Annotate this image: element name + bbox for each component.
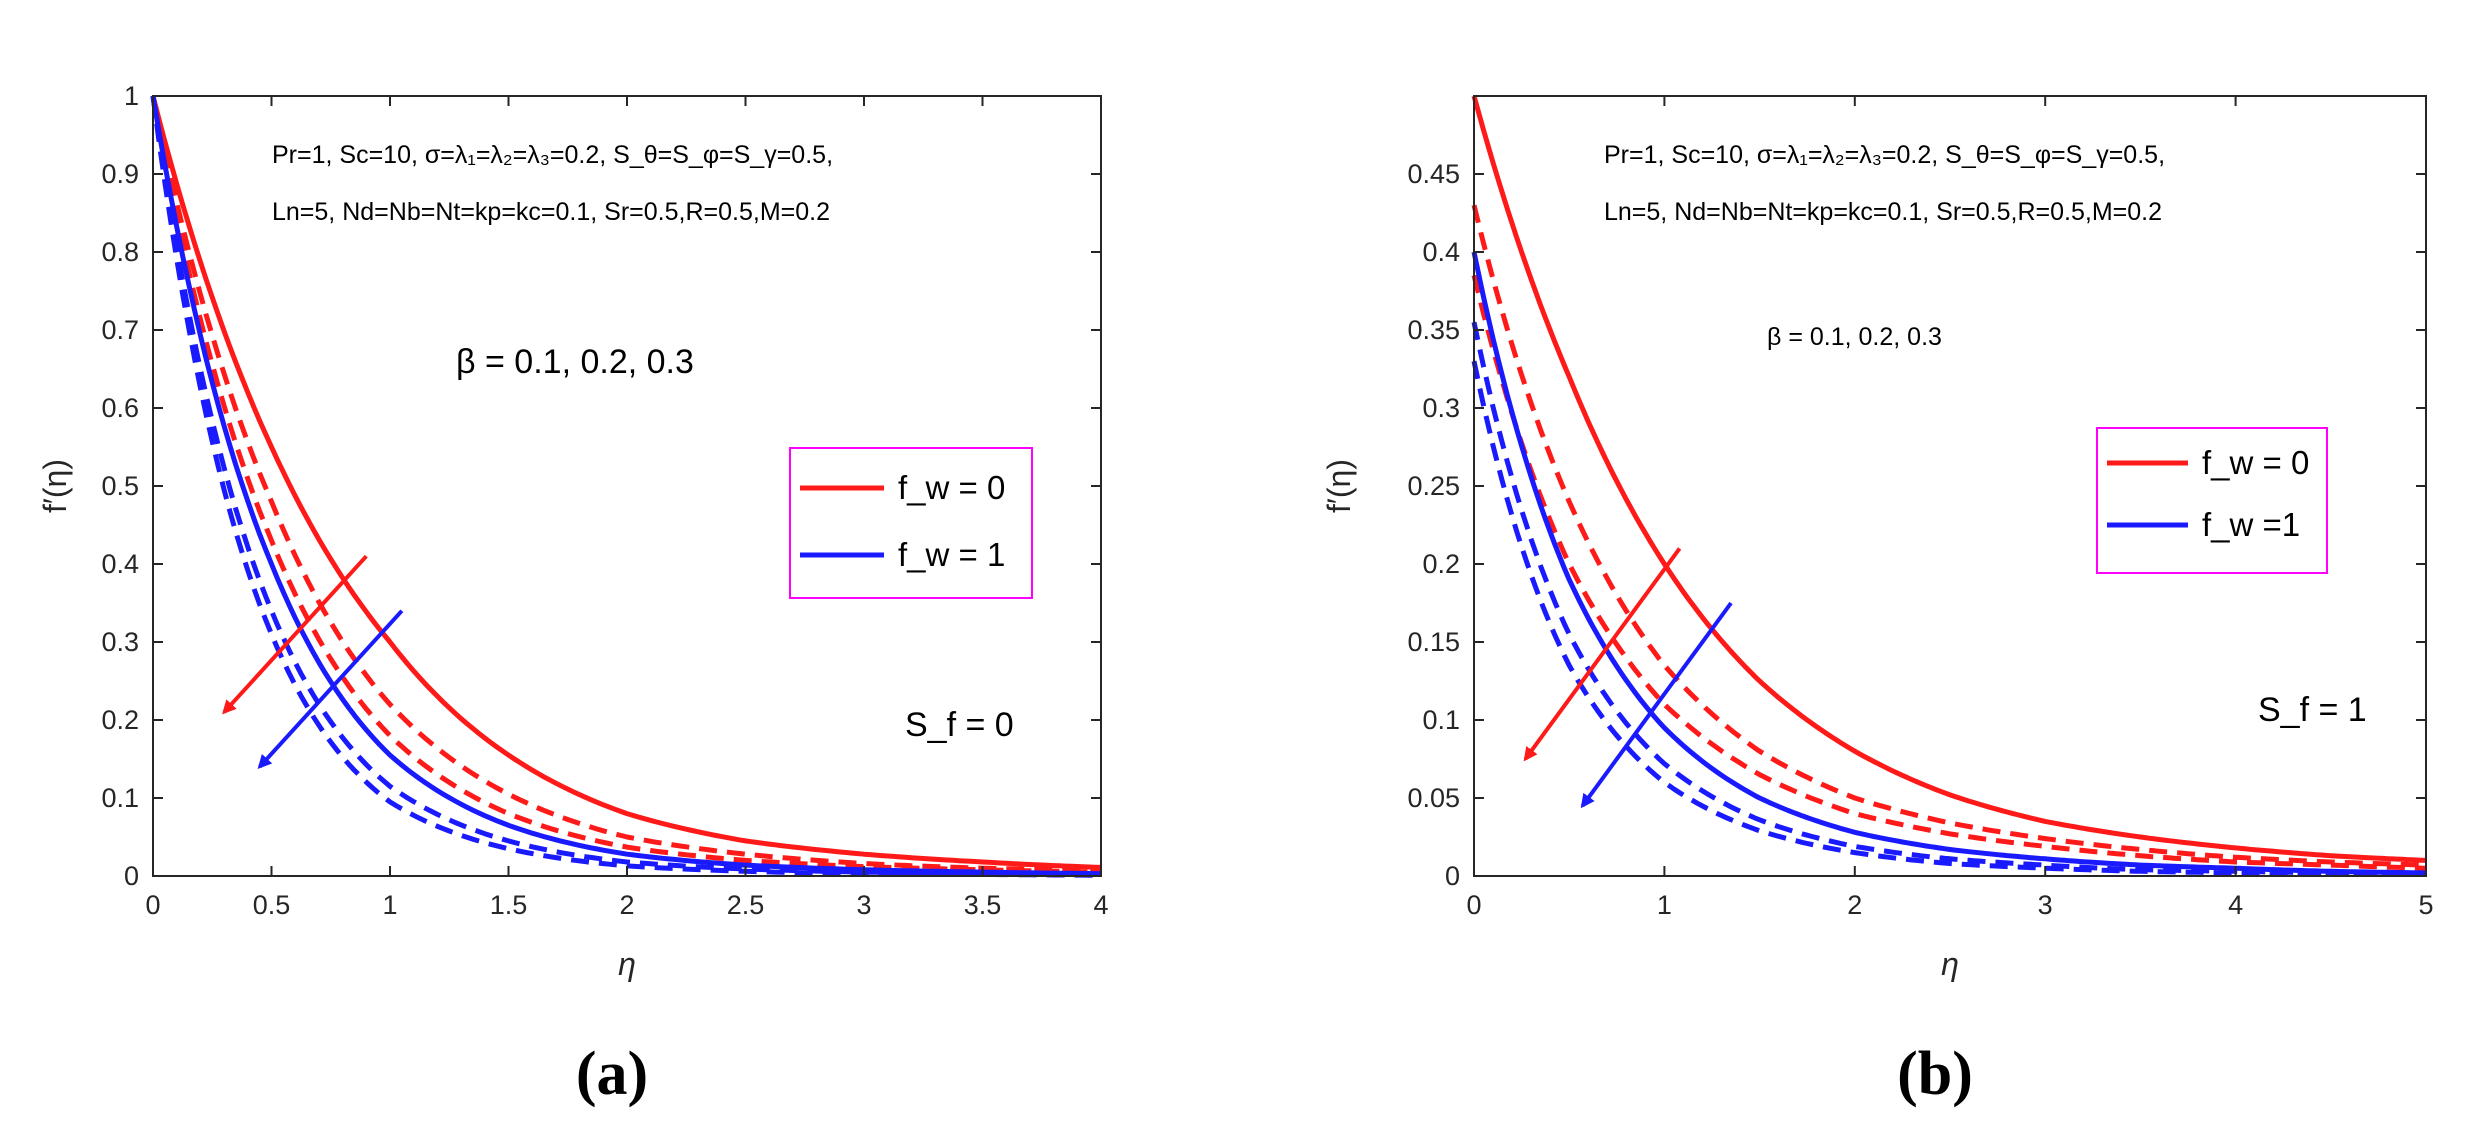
series-line-a-1 [150, 95, 1102, 873]
series-line-a-5 [150, 95, 1101, 878]
plot-b-ticks: 0 1 2 3 4 5 0 0.05 0.1 0.15 0.2 0.25 0.3 0.35 0.4 0.45 [1407, 96, 2434, 920]
series-line-b-3 [1471, 251, 2427, 876]
plot-b-legend-box [2096, 427, 2328, 574]
x-tick-label-a-6: 3 [856, 890, 871, 920]
y-tick-label-a-3: 0.3 [101, 627, 139, 657]
x-tick-label-a-8: 4 [1093, 890, 1108, 920]
plot-b-legend: f_w = 0 f_w =1 [2096, 427, 2328, 574]
y-tick-label-b-1: 0.05 [1407, 783, 1460, 813]
y-tick-label-b-7: 0.35 [1407, 315, 1460, 345]
x-tick-label-a-4: 2 [619, 890, 634, 920]
series-line-b-1 [1471, 204, 2427, 868]
x-tick-label-a-0: 0 [145, 890, 160, 920]
plot-a-beta-label: β = 0.1, 0.2, 0.3 [456, 343, 694, 381]
direction-arrow-a-0 [222, 554, 368, 715]
series-line-a-2 [150, 95, 1102, 875]
x-tick-label-b-0: 0 [1466, 890, 1481, 920]
y-tick-label-b-2: 0.1 [1422, 705, 1460, 735]
y-tick-label-a-4: 0.4 [101, 549, 139, 579]
x-tick-label-b-3: 3 [2038, 890, 2053, 920]
plot-a-arrows [222, 554, 404, 770]
series-line-b-5 [1471, 360, 2426, 877]
panel-b-label: (b) [1897, 1040, 1973, 1108]
plot-a-ticks: 0 0.5 1 1.5 2 2.5 3 3.5 4 0 0.1 0.2 0.3 0.4 0.5 0.6 0.7 0… [101, 81, 1108, 920]
plot-a-legend: f_w = 0 f_w = 1 [789, 447, 1033, 599]
y-tick-label-a-0: 0 [124, 861, 139, 891]
plot-b-arrows [1523, 547, 1733, 809]
y-tick-label-b-0: 0 [1445, 861, 1460, 891]
plot-b-legend-label-fw0: f_w = 0 [2202, 444, 2309, 481]
y-tick-label-a-7: 0.7 [101, 315, 139, 345]
y-tick-label-b-4: 0.2 [1422, 549, 1460, 579]
y-tick-label-a-1: 0.1 [101, 783, 139, 813]
panel-a-label: (a) [576, 1040, 648, 1108]
panel-a: 0 0.5 1 1.5 2 2.5 3 3.5 4 0 0.1 0.2 0.3 0.4 0.5 0.6 0.7 0… [37, 81, 1109, 1108]
direction-arrow-b-1 [1580, 601, 1733, 809]
series-line-b-4 [1471, 321, 2426, 877]
plot-b-param-line1: Pr=1, Sc=10, σ=λ₁=λ₂=λ₃=0.2, S_θ=S_φ=S_γ… [1604, 141, 2165, 169]
plot-b-legend-label-fw1: f_w =1 [2202, 506, 2300, 543]
y-tick-label-b-9: 0.45 [1407, 159, 1460, 189]
plot-a-legend-label-fw1: f_w = 1 [898, 536, 1005, 573]
y-tick-label-b-5: 0.25 [1407, 471, 1460, 501]
y-tick-label-b-6: 0.3 [1422, 393, 1460, 423]
x-tick-label-a-2: 1 [382, 890, 397, 920]
y-tick-label-a-2: 0.2 [101, 705, 139, 735]
y-tick-label-a-8: 0.8 [101, 237, 139, 267]
plot-a-xlabel: η [618, 946, 636, 982]
direction-arrow-a-1 [257, 609, 404, 770]
plot-b-sf-label: S_f = 1 [2258, 691, 2367, 729]
panel-b: 0 1 2 3 4 500.050.10.150.20.250.30.350.40.45 … [1321, 95, 2434, 1108]
x-tick-label-a-5: 2.5 [727, 890, 765, 920]
series-line-b-0 [1471, 95, 2427, 863]
y-tick-label-b-8: 0.4 [1422, 237, 1460, 267]
plot-b-ylabel: f′(η) [1321, 459, 1357, 513]
plot-a-lines [150, 95, 1102, 878]
plot-a-ylabel: f′(η) [37, 459, 73, 513]
plot-a-param-line1: Pr=1, Sc=10, σ=λ₁=λ₂=λ₃=0.2, S_θ=S_φ=S_γ… [272, 141, 833, 169]
series-line-a-0 [150, 95, 1102, 870]
x-tick-label-b-2: 2 [1847, 890, 1862, 920]
y-tick-label-a-6: 0.6 [101, 393, 139, 423]
x-tick-label-a-1: 0.5 [253, 890, 291, 920]
plot-b-param-line2: Ln=5, Nd=Nb=Nt=kp=kc=0.1, Sr=0.5,R=0.5,M… [1604, 198, 2162, 226]
plot-a-legend-box [789, 447, 1033, 599]
plot-a-param-line2: Ln=5, Nd=Nb=Nt=kp=kc=0.1, Sr=0.5,R=0.5,M… [272, 198, 830, 226]
y-tick-label-a-5: 0.5 [101, 471, 139, 501]
series-line-a-4 [150, 95, 1101, 877]
x-tick-label-b-5: 5 [2418, 890, 2433, 920]
y-tick-label-a-9: 0.9 [101, 159, 139, 189]
plot-b-lines [1471, 95, 2427, 877]
plot-b-xlabel: η [1941, 946, 1959, 982]
x-tick-label-b-4: 4 [2228, 890, 2243, 920]
series-line-a-3 [150, 95, 1102, 877]
plot-b-beta-label: β = 0.1, 0.2, 0.3 [1767, 323, 1942, 351]
y-tick-label-b-3: 0.15 [1407, 627, 1460, 657]
x-tick-label-a-3: 1.5 [490, 890, 528, 920]
series-line-b-2 [1471, 274, 2427, 871]
x-tick-label-b-1: 1 [1657, 890, 1672, 920]
y-tick-label-a-10: 1 [124, 81, 139, 111]
plot-a-legend-label-fw0: f_w = 0 [898, 469, 1005, 506]
x-tick-label-a-7: 3.5 [964, 890, 1002, 920]
plot-a-sf-label: S_f = 0 [905, 706, 1014, 744]
direction-arrow-b-0 [1523, 547, 1682, 762]
